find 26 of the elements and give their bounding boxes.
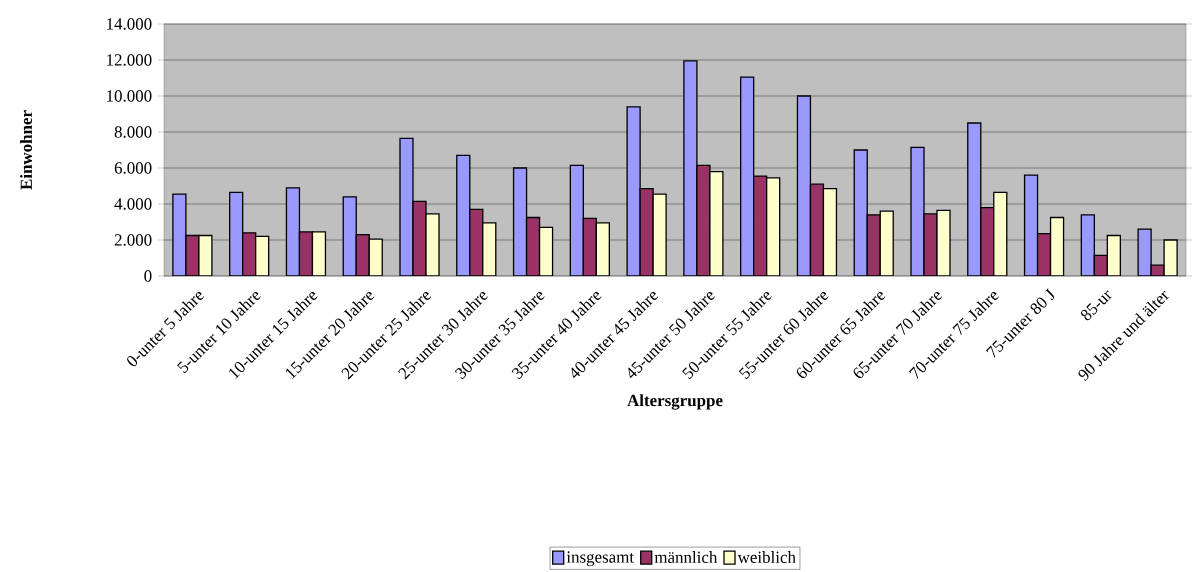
- bar: [866, 214, 881, 276]
- bar: [525, 216, 541, 276]
- bar: [980, 206, 995, 276]
- bar: [753, 175, 768, 276]
- bar: [469, 208, 484, 276]
- bar: [993, 191, 1008, 276]
- bar: [879, 210, 894, 276]
- legend-label: weiblich: [737, 551, 796, 563]
- y-tick-label: 10.000: [107, 90, 152, 102]
- y-tick-label: 2.000: [114, 234, 152, 246]
- bar: [1049, 216, 1065, 276]
- y-tick-label: 12.000: [107, 54, 152, 66]
- y-axis-title: Einwohner: [20, 110, 33, 190]
- legend-label: insgesamt: [566, 551, 634, 567]
- y-tick-label: 4.000: [114, 198, 152, 210]
- legend-label: männlich: [654, 551, 718, 563]
- y-tick-label: 0: [144, 270, 152, 282]
- bar: [582, 217, 597, 276]
- bar: [809, 183, 825, 276]
- bar: [242, 232, 257, 276]
- x-axis-title: Altersgruppe: [627, 394, 723, 410]
- bar: [766, 177, 781, 276]
- y-tick-label: 6.000: [114, 162, 152, 174]
- y-tick-label: 8.000: [114, 126, 152, 138]
- y-tick-label: 14.000: [107, 18, 152, 30]
- bar: [822, 188, 838, 276]
